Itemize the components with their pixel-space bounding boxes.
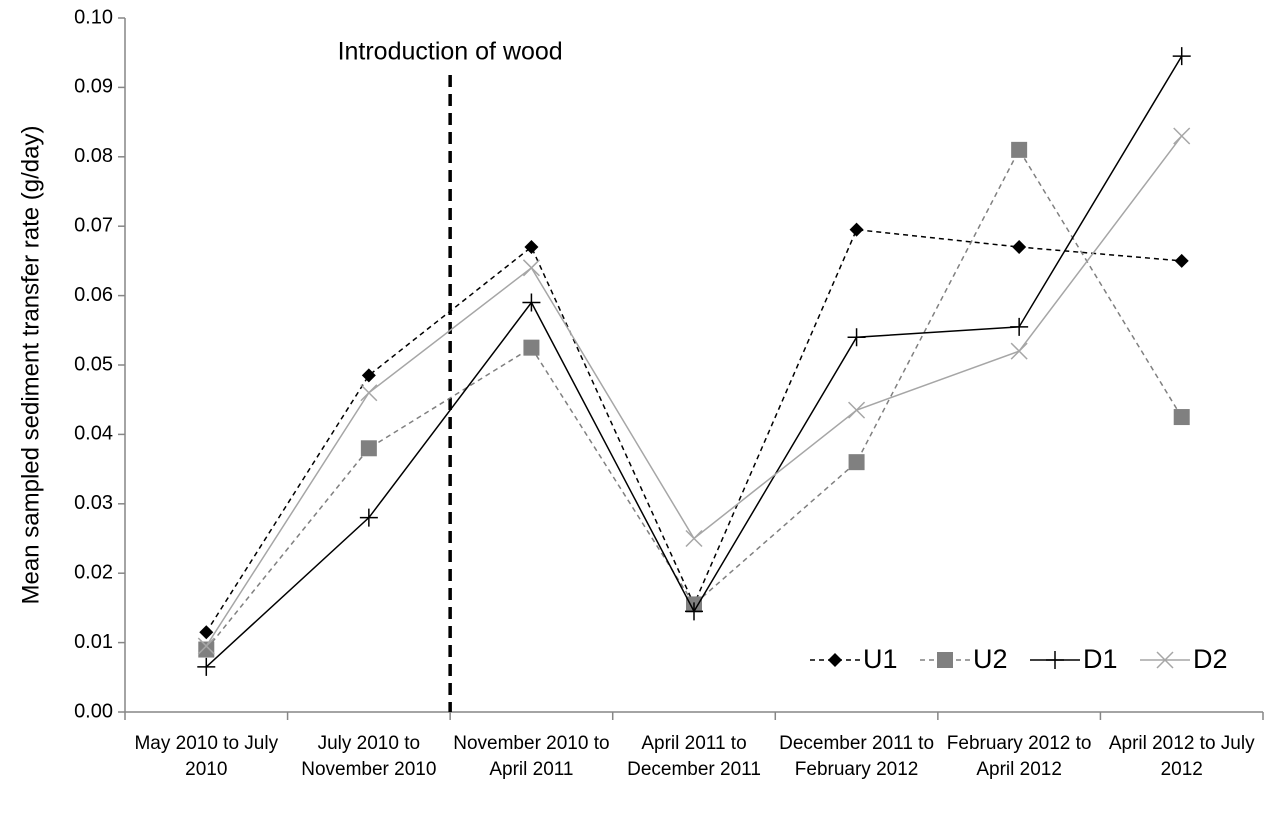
- series-line: [205, 228, 1182, 633]
- data-point: [360, 440, 377, 457]
- y-tick-label: 0.03: [74, 492, 113, 514]
- y-tick-label: 0.10: [74, 6, 113, 28]
- data-point: [685, 602, 703, 621]
- data-point: [1173, 409, 1190, 426]
- data-point: [1012, 240, 1027, 255]
- data-point: [197, 657, 216, 676]
- x-tick-label: December 2011 to February 2012: [779, 733, 935, 780]
- y-tick-label: 0.07: [74, 214, 113, 236]
- data-point: [685, 529, 703, 548]
- data-point: [848, 401, 866, 419]
- legend-marker: [1156, 651, 1174, 669]
- y-tick-label: 0.08: [74, 145, 113, 167]
- annotation: Introduction of wood: [338, 38, 563, 66]
- legend-marker: [828, 653, 842, 667]
- x-tick-label: November 2010 to April 2011: [453, 733, 610, 780]
- y-tick-label: 0.06: [74, 284, 113, 306]
- legend-label: U2: [973, 644, 1008, 674]
- series-line: [205, 55, 1183, 668]
- data-point: [524, 240, 539, 255]
- data-point: [198, 641, 215, 658]
- y-tick-label: 0.01: [74, 631, 113, 653]
- data-point: [359, 508, 378, 527]
- data-point: [848, 454, 865, 471]
- y-tick-label: 0.09: [74, 76, 113, 98]
- y-axis-label: Mean sampled sediment transfer rate (g/d…: [17, 126, 44, 605]
- legend-marker: [937, 652, 953, 668]
- legend-marker: [1046, 651, 1064, 669]
- x-tick-label: February 2012 to April 2012: [946, 733, 1092, 780]
- data-point: [523, 339, 540, 356]
- x-tick-label: July 2010 to November 2010: [301, 733, 437, 780]
- data-point: [849, 222, 864, 237]
- legend-label: D1: [1083, 644, 1118, 674]
- legend-label: D2: [1193, 644, 1228, 674]
- data-point: [1011, 141, 1028, 158]
- legend-label: U1: [863, 644, 898, 674]
- data-point: [1172, 47, 1191, 66]
- y-tick-label: 0.05: [74, 353, 113, 375]
- data-point: [197, 637, 215, 655]
- x-tick-label: May 2010 to July 2010: [134, 733, 279, 780]
- data-point: [522, 259, 540, 277]
- data-point: [847, 328, 866, 347]
- data-point: [360, 384, 378, 402]
- data-point: [1174, 253, 1189, 268]
- y-tick-label: 0.04: [74, 423, 113, 445]
- data-point: [1173, 127, 1191, 145]
- x-tick-label: April 2011 to December 2011: [627, 733, 761, 780]
- data-point: [199, 625, 214, 640]
- y-tick-label: 0.02: [74, 561, 113, 583]
- series-line: [205, 135, 1183, 647]
- data-point: [1010, 342, 1028, 360]
- data-point: [361, 368, 376, 383]
- y-tick-label: 0.00: [74, 700, 113, 722]
- data-point: [1010, 317, 1029, 336]
- x-tick-label: April 2012 to July 2012: [1108, 733, 1255, 780]
- data-point: [522, 293, 541, 312]
